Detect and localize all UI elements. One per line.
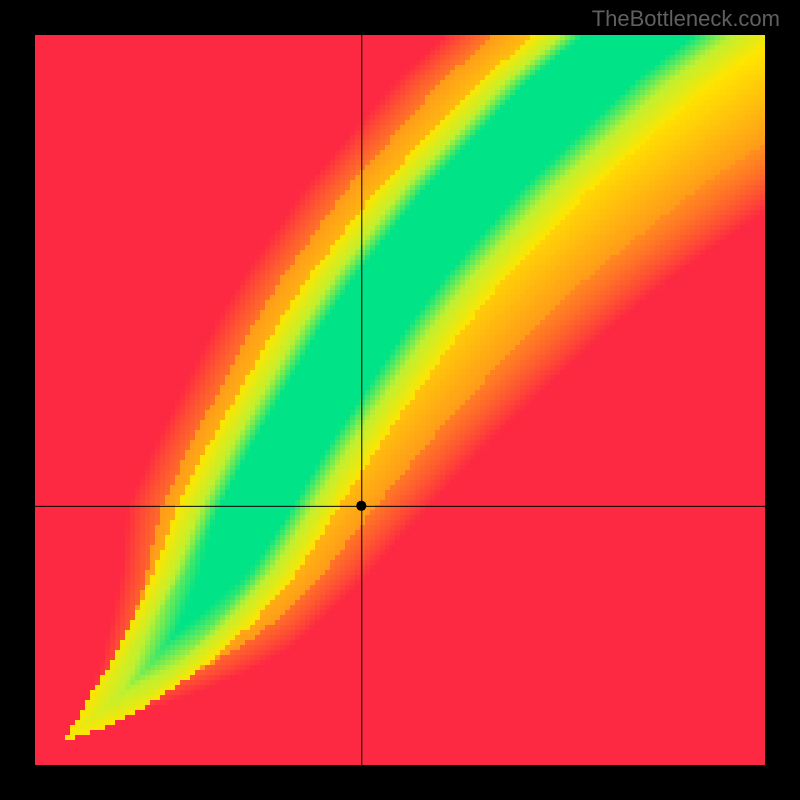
chart-container: TheBottleneck.com bbox=[0, 0, 800, 800]
heatmap-plot bbox=[35, 35, 765, 765]
watermark-text: TheBottleneck.com bbox=[592, 6, 780, 32]
